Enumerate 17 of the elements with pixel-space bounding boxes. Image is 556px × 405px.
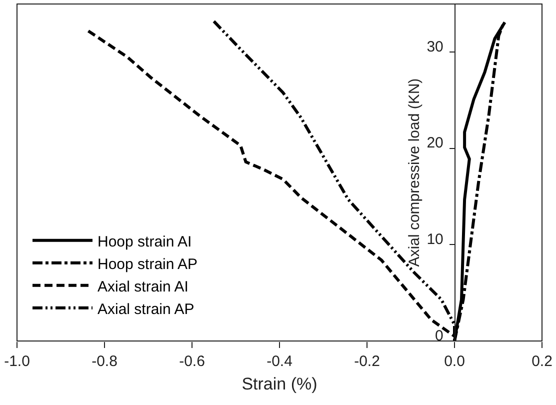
y-tick-label: 30 (426, 38, 444, 56)
x-tick-label: -0.6 (179, 353, 205, 370)
x-tick-label: 0.0 (444, 353, 465, 370)
x-tick-label: -0.4 (266, 353, 292, 370)
y-axis-title: Axial compressive load (KN) (406, 78, 423, 267)
y-tick-label: 10 (426, 230, 444, 248)
legend-label: Hoop strain AI (98, 233, 192, 250)
legend-label: Hoop strain AP (98, 256, 198, 273)
x-tick-label: -0.2 (354, 353, 380, 370)
legend-label: Axial strain AP (98, 300, 194, 318)
y-tick-label: 20 (426, 134, 444, 152)
x-tick-label: -1.0 (4, 353, 30, 370)
x-tick-label: 0.2 (532, 353, 552, 370)
x-tick-label: -0.8 (92, 353, 118, 370)
x-axis-title: Strain (%) (242, 374, 318, 394)
y-tick-label: 0 (435, 327, 444, 344)
legend-label: Axial strain AI (98, 278, 188, 296)
